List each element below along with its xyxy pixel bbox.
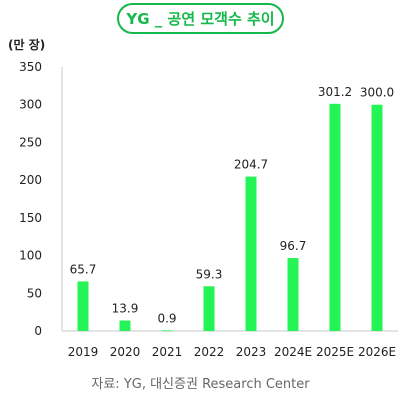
bar (203, 286, 215, 331)
bar (287, 258, 299, 331)
bar (161, 330, 173, 332)
y-tick-label: 50 (27, 286, 42, 300)
x-tick-label: 2026E (358, 345, 396, 359)
bar-value-label: 301.2 (318, 85, 352, 99)
y-tick-label: 250 (19, 135, 42, 149)
x-tick-label: 2023 (236, 345, 267, 359)
y-tick-label: 0 (34, 324, 42, 338)
x-axis: 2019 2020 2021 2022 2023 2024E 2025E 2026E (68, 345, 396, 359)
y-tick-label: 200 (19, 173, 42, 187)
bar-series (77, 103, 383, 332)
bar-value-label: 13.9 (112, 302, 139, 316)
y-tick-label: 350 (19, 60, 42, 74)
y-tick-label: 300 (19, 98, 42, 112)
x-tick-label: 2024E (274, 345, 312, 359)
x-tick-label: 2019 (68, 345, 99, 359)
y-tick-label: 150 (19, 211, 42, 225)
chart-title: YG _ 공연 모객수 추이 (117, 3, 284, 34)
bar (245, 176, 257, 331)
y-tick-label: 100 (19, 249, 42, 263)
bar (329, 103, 341, 331)
value-labels: 65.7 13.9 0.9 59.3 204.7 96.7 301.2 300.0 (70, 85, 395, 326)
x-tick-label: 2020 (110, 345, 141, 359)
bar (371, 104, 383, 331)
bar-value-label: 65.7 (70, 262, 97, 276)
x-tick-label: 2021 (152, 345, 183, 359)
bar-value-label: 96.7 (280, 239, 307, 253)
bar-value-label: 300.0 (360, 86, 394, 100)
y-axis-unit-label: (만 장) (8, 38, 46, 52)
source-note: 자료: YG, 대신증권 Research Center (91, 377, 310, 392)
y-axis: 0 50 100 150 200 250 300 350 (19, 60, 398, 338)
x-tick-label: 2022 (194, 345, 225, 359)
bar-value-label: 0.9 (157, 311, 176, 325)
bar-value-label: 204.7 (234, 158, 268, 172)
x-tick-label: 2025E (316, 345, 354, 359)
bar-value-label: 59.3 (196, 267, 223, 281)
bar (119, 320, 131, 331)
bar (77, 281, 89, 331)
